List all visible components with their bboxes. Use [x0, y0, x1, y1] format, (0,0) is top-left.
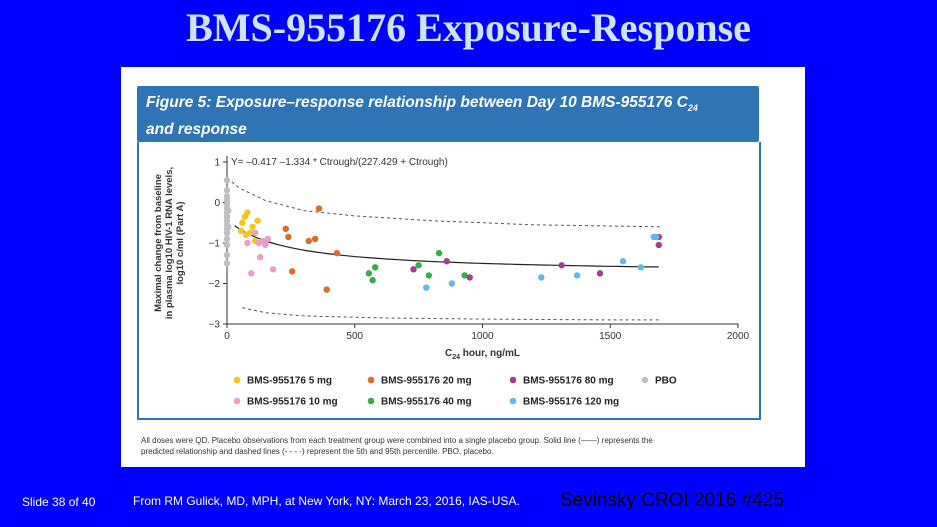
slide-title: BMS-955176 Exposure-Response — [186, 5, 751, 50]
lower-percentile-line — [242, 307, 662, 321]
data-point — [573, 272, 581, 279]
data-point — [558, 262, 565, 269]
data-point — [223, 235, 231, 243]
y-tick-label: −3 — [209, 320, 221, 331]
data-point — [223, 260, 231, 267]
data-point — [466, 274, 473, 281]
x-tick-label: 2000 — [727, 331, 750, 342]
data-point — [282, 225, 289, 233]
data-point — [248, 270, 255, 277]
source-credit: From RM Gulick, MD, MPH, at New York, NY… — [133, 494, 520, 508]
y-tick-label: 0 — [214, 198, 220, 209]
data-point — [619, 258, 627, 265]
data-point — [315, 205, 323, 212]
data-point — [333, 249, 341, 257]
data-point — [254, 217, 261, 224]
data-point — [257, 253, 264, 261]
y-axis-label-line: in plasma log10 HIV-1 RNA levels, — [164, 167, 175, 319]
legend-marker — [509, 397, 517, 405]
figure-card: Figure 5: Exposure–response relationship… — [121, 67, 805, 467]
legend-label: BMS-955176 20 mg — [381, 376, 472, 387]
data-point — [244, 239, 251, 247]
x-tick-label: 0 — [224, 331, 230, 342]
data-point — [305, 237, 312, 245]
legend-marker — [367, 376, 375, 384]
footnote-line-2: predicted relationship and dashed lines … — [141, 447, 494, 456]
data-point — [223, 241, 231, 249]
legend-label: BMS-955176 5 mg — [247, 376, 332, 387]
figure-title-bar: Figure 5: Exposure–response relationship… — [137, 86, 759, 142]
legend-marker — [233, 376, 241, 384]
footnote-line-1: All doses were QD. Placebo observations … — [141, 436, 653, 445]
x-tick-label: 500 — [346, 331, 363, 342]
data-point — [249, 223, 256, 230]
data-point — [223, 229, 231, 237]
data-point — [423, 284, 430, 291]
data-point — [410, 266, 417, 273]
data-point — [650, 233, 657, 241]
data-point — [223, 177, 231, 184]
data-point — [259, 237, 266, 245]
model-equation: Y= –0.417 –1.334 * Ctrough/(227.429 + Ct… — [231, 157, 448, 168]
data-point — [264, 235, 272, 243]
data-point — [288, 268, 296, 275]
figure-title-main: Figure 5: Exposure–response relationship… — [146, 94, 688, 111]
legend-marker — [641, 376, 649, 384]
data-point — [251, 229, 259, 237]
x-tick-label: 1000 — [471, 331, 494, 342]
data-point — [269, 266, 277, 273]
data-point — [369, 277, 376, 284]
data-point — [655, 241, 662, 249]
figure-title: Figure 5: Exposure–response relationship… — [146, 92, 746, 141]
data-point — [311, 235, 319, 243]
data-point — [237, 227, 245, 235]
x-tick-label: 1500 — [599, 331, 622, 342]
data-point — [242, 231, 250, 239]
y-tick-label: −2 — [209, 279, 221, 290]
data-point — [596, 270, 604, 277]
data-point — [448, 280, 456, 287]
y-tick-label: −1 — [209, 239, 221, 250]
data-point — [244, 209, 251, 216]
legend-label: BMS-955176 80 mg — [523, 376, 614, 387]
data-point — [285, 233, 292, 241]
y-axis-label-line: log10 c/ml (Part A) — [175, 201, 186, 284]
y-tick-label: 1 — [214, 158, 220, 169]
legend-label: BMS-955176 40 mg — [381, 397, 472, 408]
x-axis-label: C24 hour, ng/mL — [445, 348, 520, 361]
upper-percentile-line — [226, 177, 662, 228]
figure-footnote: All doses were QD. Placebo observations … — [141, 435, 791, 457]
data-point — [415, 262, 422, 269]
data-point — [323, 286, 330, 293]
data-point — [435, 249, 443, 257]
data-point — [225, 223, 232, 230]
figure-title-sub: 24 — [687, 103, 698, 114]
legend-label: BMS-955176 10 mg — [247, 397, 338, 408]
plot-frame: 1 0 −1 −2 −3 0 500 1000 1500 2000 C24 hour, ng/mL M… — [137, 142, 761, 420]
data-point — [425, 272, 433, 279]
data-point — [538, 274, 545, 281]
data-point — [461, 272, 468, 279]
figure-title-line2: and response — [146, 121, 247, 139]
legend-marker — [233, 397, 241, 405]
data-point — [371, 264, 379, 271]
citation: Sevinsky CROI 2016 #425 — [560, 490, 784, 511]
slide-number: Slide 38 of 40 — [22, 495, 96, 509]
data-point — [223, 187, 231, 194]
data-point — [225, 207, 232, 214]
legend-label: PBO — [655, 376, 677, 387]
legend-marker — [367, 397, 375, 405]
data-point — [443, 258, 450, 265]
legend-marker — [509, 376, 517, 384]
data-point — [637, 264, 645, 271]
data-point — [365, 270, 373, 277]
data-point — [223, 251, 231, 259]
y-axis-label-line: Maximal change from baseline — [153, 174, 164, 312]
data-point — [239, 219, 246, 226]
legend-label: BMS-955176 120 mg — [523, 397, 619, 408]
